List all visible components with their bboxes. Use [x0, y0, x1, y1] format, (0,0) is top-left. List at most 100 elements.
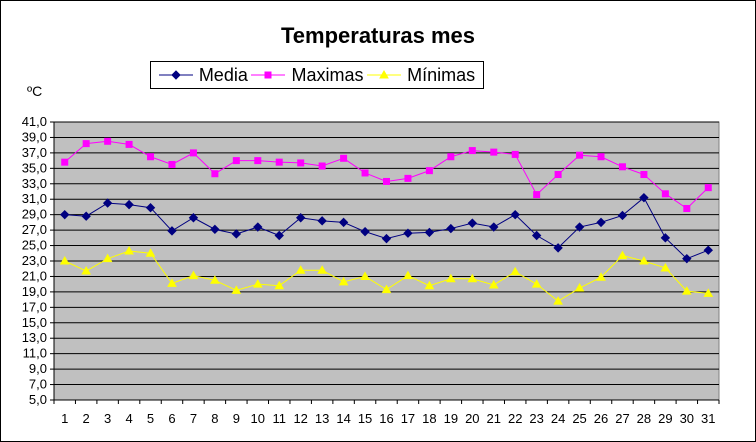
data-point-maximas: [104, 137, 112, 145]
x-tick-label: 28: [637, 411, 651, 426]
data-point-m-nimas: [102, 253, 113, 263]
x-tick-label: 15: [358, 411, 372, 426]
data-point-media: [639, 192, 649, 203]
y-tick-label: 7,0: [29, 377, 47, 392]
y-tick-label: 9,0: [29, 361, 47, 376]
data-point-media: [682, 253, 692, 264]
data-point-media: [467, 218, 478, 228]
data-point-media: [210, 224, 220, 235]
x-tick-label: 19: [444, 411, 458, 426]
x-tick-label: 24: [551, 411, 565, 426]
data-point-media: [81, 211, 91, 221]
legend-swatch-marker: [264, 71, 272, 79]
data-point-maximas: [661, 190, 669, 198]
x-tick-label: 14: [336, 411, 350, 426]
data-point-maximas: [490, 148, 498, 156]
x-tick-label: 3: [104, 411, 111, 426]
data-point-m-nimas: [403, 270, 413, 280]
data-point-m-nimas: [703, 288, 714, 297]
data-point-m-nimas: [596, 272, 606, 281]
data-point-maximas: [597, 153, 605, 161]
data-point-media: [360, 226, 370, 237]
data-point-m-nimas: [660, 262, 671, 272]
data-point-maximas: [468, 147, 476, 155]
data-point-m-nimas: [617, 250, 628, 260]
data-point-media: [60, 209, 70, 220]
legend-swatch-media: [158, 70, 193, 80]
data-point-media: [124, 199, 134, 210]
data-point-m-nimas: [210, 275, 220, 284]
x-tick-label: 2: [83, 411, 90, 426]
data-point-m-nimas: [59, 255, 70, 265]
data-point-media: [617, 210, 628, 221]
data-point-media: [660, 233, 671, 243]
x-tick-label: 23: [529, 411, 543, 426]
x-tick-label: 4: [125, 411, 132, 426]
data-point-media: [446, 223, 456, 234]
data-point-maximas: [189, 149, 197, 157]
x-tick-label: 21: [487, 411, 501, 426]
data-point-m-nimas: [381, 284, 392, 294]
data-point-m-nimas: [681, 286, 692, 295]
x-tick-label: 20: [465, 411, 479, 426]
data-point-media: [531, 230, 542, 241]
data-point-maximas: [168, 160, 176, 168]
x-tick-label: 30: [680, 411, 694, 426]
data-point-media: [553, 243, 563, 253]
y-tick-label: 33,0: [22, 176, 47, 191]
legend-label-m-nimas: Mínimas: [407, 64, 476, 85]
legend-swatch-m-nimas: [367, 69, 402, 79]
legend-item-m-nimas: Mínimas: [367, 65, 475, 86]
data-point-media: [510, 209, 520, 220]
y-tick-label: 35,0: [22, 160, 47, 175]
data-point-maximas: [254, 157, 262, 165]
data-point-media: [403, 228, 413, 238]
data-point-m-nimas: [488, 279, 499, 289]
data-point-m-nimas: [231, 285, 242, 294]
x-tick-label: 29: [658, 411, 672, 426]
x-tick-label: 25: [572, 411, 586, 426]
data-point-maximas: [318, 162, 326, 170]
x-tick-label: 7: [190, 411, 197, 426]
x-tick-label: 9: [233, 411, 240, 426]
data-point-maximas: [425, 167, 433, 175]
data-point-media: [188, 213, 199, 223]
data-point-maximas: [618, 163, 626, 171]
data-point-maximas: [404, 174, 412, 182]
data-point-maximas: [340, 154, 348, 162]
legend-swatch-marker: [379, 69, 390, 79]
data-point-m-nimas: [81, 266, 92, 275]
data-point-media: [317, 216, 327, 226]
data-point-media: [574, 222, 585, 232]
data-point-maximas: [211, 170, 219, 178]
x-tick-label: 17: [401, 411, 415, 426]
data-point-maximas: [683, 204, 691, 212]
x-tick-label: 26: [594, 411, 608, 426]
y-tick-label: 37,0: [22, 145, 47, 160]
data-point-m-nimas: [188, 270, 199, 280]
x-tick-label: 16: [379, 411, 393, 426]
x-tick-label: 18: [422, 411, 436, 426]
data-point-maximas: [554, 171, 562, 179]
data-point-m-nimas: [639, 255, 649, 265]
data-point-media: [102, 198, 113, 208]
chart-title: Temperaturas mes: [280, 23, 475, 48]
x-tick-label: 10: [251, 411, 265, 426]
x-tick-label: 5: [147, 411, 154, 426]
data-point-media: [231, 229, 242, 239]
data-point-m-nimas: [317, 265, 328, 274]
x-tick-label: 8: [211, 411, 218, 426]
data-point-maximas: [383, 177, 390, 185]
legend-swatch-marker: [171, 70, 181, 80]
data-point-m-nimas: [531, 279, 542, 288]
y-tick-label: 21,0: [22, 268, 47, 283]
y-tick-label: 29,0: [22, 207, 47, 222]
data-point-maximas: [147, 153, 155, 161]
data-point-maximas: [533, 191, 541, 199]
data-point-maximas: [275, 158, 283, 166]
data-point-m-nimas: [252, 279, 263, 288]
y-tick-label: 11,0: [23, 346, 47, 361]
y-tick-label: 23,0: [22, 253, 47, 268]
legend-label-maximas: Maximas: [291, 64, 364, 85]
